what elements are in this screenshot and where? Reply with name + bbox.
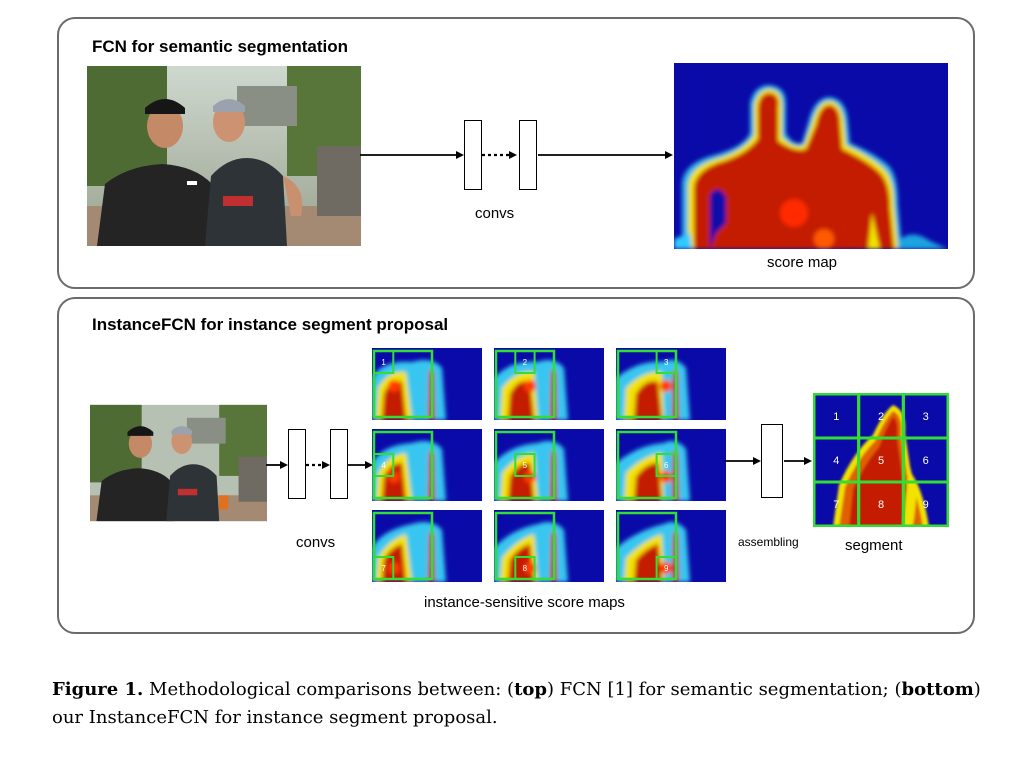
sub-cell-box: [514, 350, 536, 374]
segment-cell-number: 6: [923, 455, 929, 467]
caption-text-3: ) our InstanceFCN for instance segment p…: [52, 679, 981, 728]
score-map-7: 7: [372, 510, 482, 582]
score-map-label: score map: [767, 254, 838, 271]
conv-layer-1-top: [464, 120, 482, 190]
window-box: [616, 511, 678, 581]
sub-cell-number: 1: [381, 358, 386, 367]
bottom-flow-arrows: [266, 461, 373, 469]
instancefcn-panel-title: InstanceFCN for instance segment proposa…: [92, 315, 449, 334]
caption-figure-label: Figure 1.: [52, 679, 144, 700]
sub-cell-box: [514, 453, 536, 477]
conv-layer-2-bottom: [330, 429, 348, 499]
sub-cell-box: [655, 453, 677, 477]
segment-cell-number: 1: [833, 411, 839, 423]
score-map-5: 5: [494, 429, 604, 501]
segment-cell-number: 4: [833, 455, 839, 467]
score-map-9: 9: [616, 510, 726, 582]
sub-cell-box: [373, 556, 395, 580]
top-flow-arrows: [360, 151, 673, 159]
sub-cell-box: [655, 350, 677, 374]
sub-cell-number: 9: [664, 564, 669, 573]
caption-text-1: Methodological comparisons between: (: [149, 679, 515, 700]
instance-sensitive-score-maps: 1 2 3 4 5 6 7 8 9: [372, 348, 726, 582]
segment-cell-number: 8: [878, 499, 884, 511]
segment-cell-number: 3: [923, 411, 929, 423]
conv-layer-2-top: [519, 120, 537, 190]
segment-cell: [901, 480, 949, 527]
score-map-1: 1: [372, 348, 482, 420]
score-map-2: 2: [494, 348, 604, 420]
convs-label-top: convs: [475, 205, 515, 222]
caption-top-word: top: [514, 679, 547, 700]
sub-cell-box: [373, 453, 395, 477]
score-map-8: 8: [494, 510, 604, 582]
sub-cell-number: 6: [664, 461, 669, 470]
score-maps-label: instance-sensitive score maps: [424, 594, 625, 611]
segment-output: 1 2 3 4 5 6 7 8 9: [813, 393, 949, 527]
sub-cell-number: 4: [381, 461, 386, 470]
assembling-block: [761, 424, 783, 498]
sub-cell-number: 5: [523, 461, 528, 470]
score-map-4: 4: [372, 429, 482, 501]
input-photo-top: [87, 66, 361, 246]
segment-cell-number: 7: [833, 499, 839, 511]
convs-label-bottom: convs: [296, 534, 336, 551]
sub-cell-number: 2: [523, 358, 528, 367]
caption-text-2: ) FCN [1] for semantic segmentation; (: [546, 679, 902, 700]
score-map-6: 6: [616, 429, 726, 501]
segment-cell-number: 2: [878, 411, 884, 423]
window-box: [494, 430, 556, 500]
window-box: [616, 349, 678, 419]
assembling-arrows: [724, 457, 812, 465]
score-map: [674, 63, 948, 249]
sub-cell-number: 7: [381, 564, 386, 573]
sub-cell-box: [655, 556, 677, 580]
sub-cell-box: [514, 556, 536, 580]
input-photo-bottom: [90, 404, 267, 522]
window-box: [372, 349, 434, 419]
conv-layer-1-bottom: [288, 429, 306, 499]
segment-cell-number: 9: [923, 499, 929, 511]
sub-cell-number: 3: [664, 358, 669, 367]
figure-caption: Figure 1. Methodological comparisons bet…: [52, 676, 992, 732]
assembling-label: assembling: [738, 535, 799, 549]
sub-cell-box: [373, 350, 395, 374]
window-box: [372, 511, 434, 581]
score-map-3: 3: [616, 348, 726, 420]
caption-bottom-word: bottom: [901, 679, 974, 700]
sub-cell-number: 8: [523, 564, 528, 573]
segment-label: segment: [845, 537, 903, 554]
fcn-panel-title: FCN for semantic segmentation: [92, 37, 348, 56]
segment-cell-number: 5: [878, 455, 884, 467]
